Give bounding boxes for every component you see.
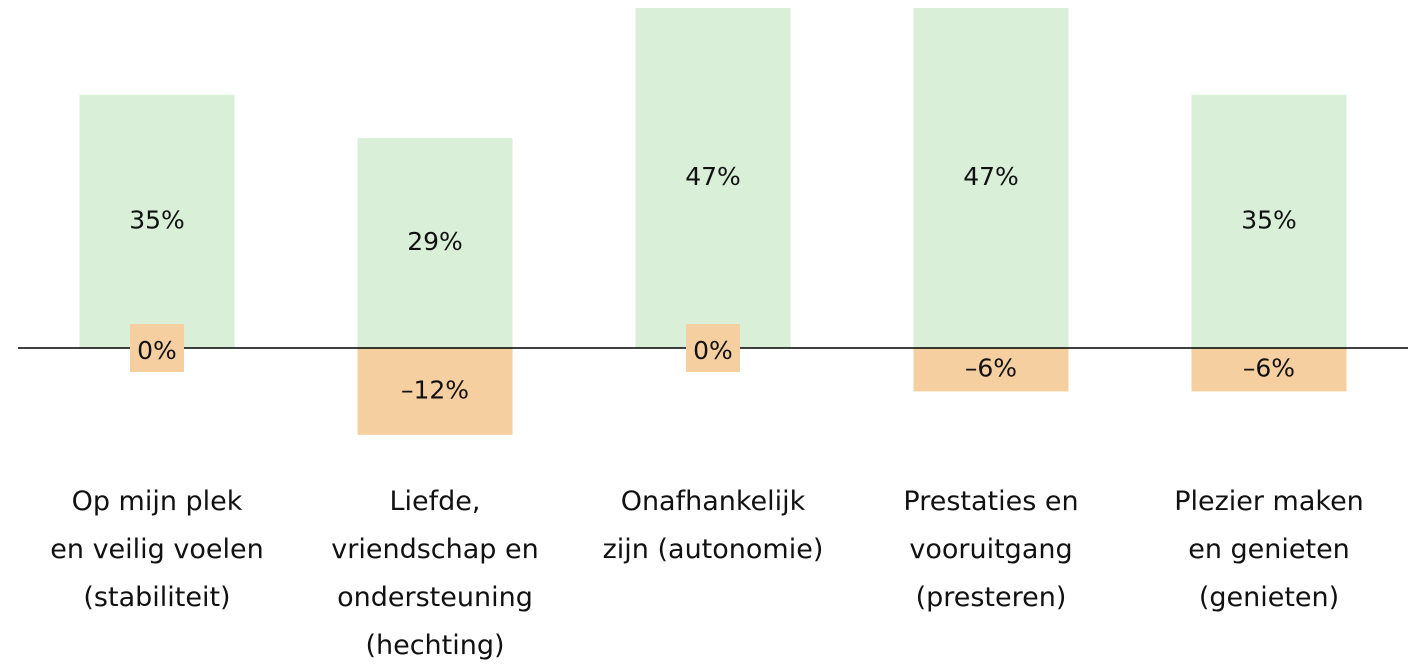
value-label: –6%: [965, 354, 1017, 383]
x-tick-label: Prestaties en vooruitgang (presteren): [903, 486, 1079, 613]
bar: [79, 94, 235, 349]
bar: [357, 348, 513, 435]
x-tick-label: Onafhankelijk zijn (autonomie): [602, 486, 824, 565]
bar: [913, 8, 1069, 348]
value-label: 29%: [407, 227, 463, 256]
value-label: –12%: [401, 375, 469, 404]
label-background: [686, 324, 740, 372]
bar: [357, 138, 513, 348]
x-tick-label: Plezier maken en genieten (genieten): [1174, 486, 1364, 613]
label-background: [130, 324, 184, 372]
x-tick-label: Op mijn plek en veilig voelen (stabilite…: [50, 486, 264, 613]
value-label: 47%: [685, 162, 741, 191]
bar: [635, 8, 791, 348]
value-label: 0%: [137, 336, 177, 365]
value-label: 47%: [963, 162, 1019, 191]
bar: [913, 348, 1069, 392]
x-tick-label: Liefde, vriendschap en ondersteuning (he…: [331, 486, 539, 661]
bar: [1191, 348, 1347, 392]
value-label: –6%: [1243, 354, 1295, 383]
value-label: 35%: [129, 205, 185, 234]
value-label: 35%: [1241, 205, 1297, 234]
value-label: 0%: [693, 336, 733, 365]
bar: [1191, 94, 1347, 349]
